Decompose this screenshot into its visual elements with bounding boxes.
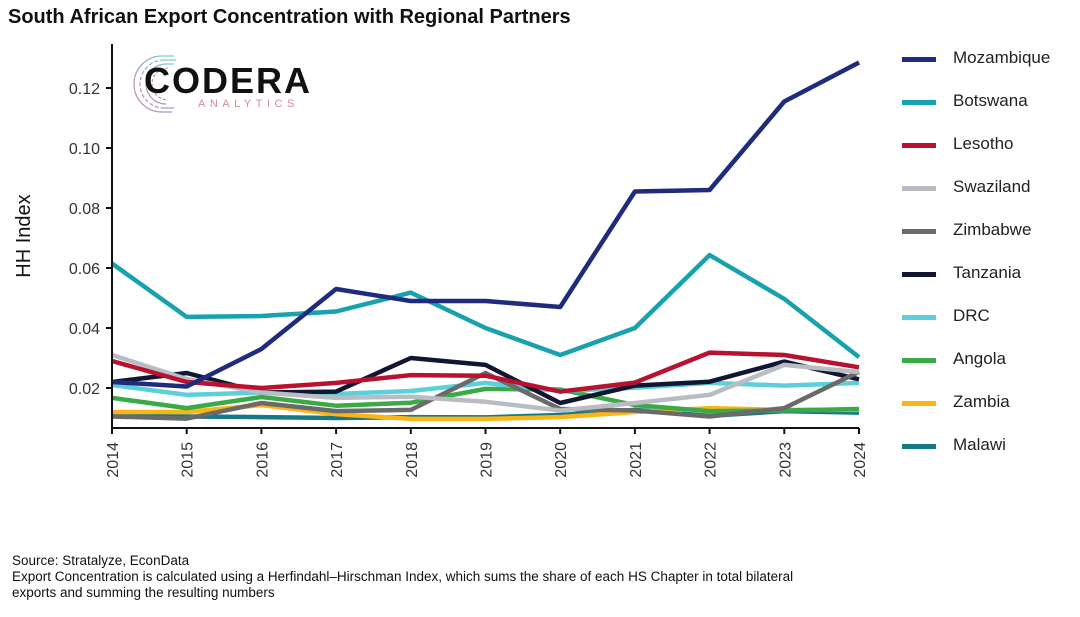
x-tick-label: 2022 — [703, 442, 720, 478]
legend-swatch — [902, 272, 936, 277]
series-line-zimbabwe — [111, 369, 860, 421]
legend-label: Lesotho — [953, 134, 1014, 153]
legend-swatch — [902, 229, 936, 234]
x-tick-label: 2017 — [329, 442, 346, 478]
x-tick-label: 2024 — [852, 442, 869, 478]
x-tick-label: 2021 — [628, 442, 645, 478]
series-line-botswana — [110, 252, 861, 359]
series-line-lesotho — [111, 350, 860, 394]
methodology-note-line-1: Export Concentration is calculated using… — [12, 569, 794, 584]
methodology-note-line-2: exports and summing the resulting number… — [12, 585, 275, 600]
y-tick-label: 0.04 — [69, 321, 100, 338]
legend-label: Angola — [953, 349, 1006, 368]
legend-swatch — [902, 186, 936, 191]
legend-label: Swaziland — [953, 177, 1031, 196]
y-tick-label: 0.02 — [69, 381, 100, 398]
y-axis-title: HH Index — [13, 194, 35, 277]
legend-swatch — [902, 358, 936, 363]
series-line-mozambique — [111, 60, 861, 389]
legend-swatch — [902, 401, 936, 406]
legend-label: Zambia — [953, 392, 1010, 411]
y-tick-label: 0.06 — [69, 261, 100, 278]
codera-logo: CODERA ANALYTICS — [124, 50, 334, 120]
legend-swatch — [902, 57, 936, 62]
legend-label: Zimbabwe — [953, 220, 1032, 239]
x-tick-label: 2020 — [553, 442, 570, 478]
circuit-c-icon — [133, 55, 176, 113]
y-tick-label: 0.10 — [69, 141, 100, 158]
series-line-angola — [111, 386, 860, 414]
x-tick-label: 2019 — [479, 442, 496, 478]
legend-label: DRC — [953, 306, 990, 325]
legend-label: Malawi — [953, 435, 1006, 454]
legend-swatch — [902, 315, 936, 320]
logo-wordmark: CODERA — [144, 60, 313, 101]
x-tick-label: 2023 — [777, 442, 794, 478]
footer: Source: Stratalyze, EconData Export Conc… — [12, 553, 793, 601]
y-tick-label: 0.08 — [69, 201, 100, 218]
axes-layer: 0.02 0.04 0.06 0.08 0.10 0.12 2014 2015 2016 2017… — [13, 44, 869, 478]
source-note: Source: Stratalyze, EconData — [12, 553, 190, 568]
x-tick-label: 2014 — [105, 442, 122, 478]
legend-swatch — [902, 444, 936, 449]
logo-subtitle: ANALYTICS — [198, 98, 299, 110]
y-tick-label: 0.12 — [69, 81, 100, 98]
x-tick-label: 2018 — [404, 442, 421, 478]
legend-label: Tanzania — [953, 263, 1022, 282]
legend-swatch — [902, 100, 936, 105]
series-layer — [110, 60, 861, 422]
legend-label: Mozambique — [953, 48, 1051, 67]
legend-label: Botswana — [953, 91, 1028, 110]
x-tick-label: 2016 — [254, 442, 271, 478]
legend-swatch — [902, 143, 936, 148]
x-tick-label: 2015 — [180, 442, 197, 478]
chart-title: South African Export Concentration with … — [8, 6, 571, 28]
